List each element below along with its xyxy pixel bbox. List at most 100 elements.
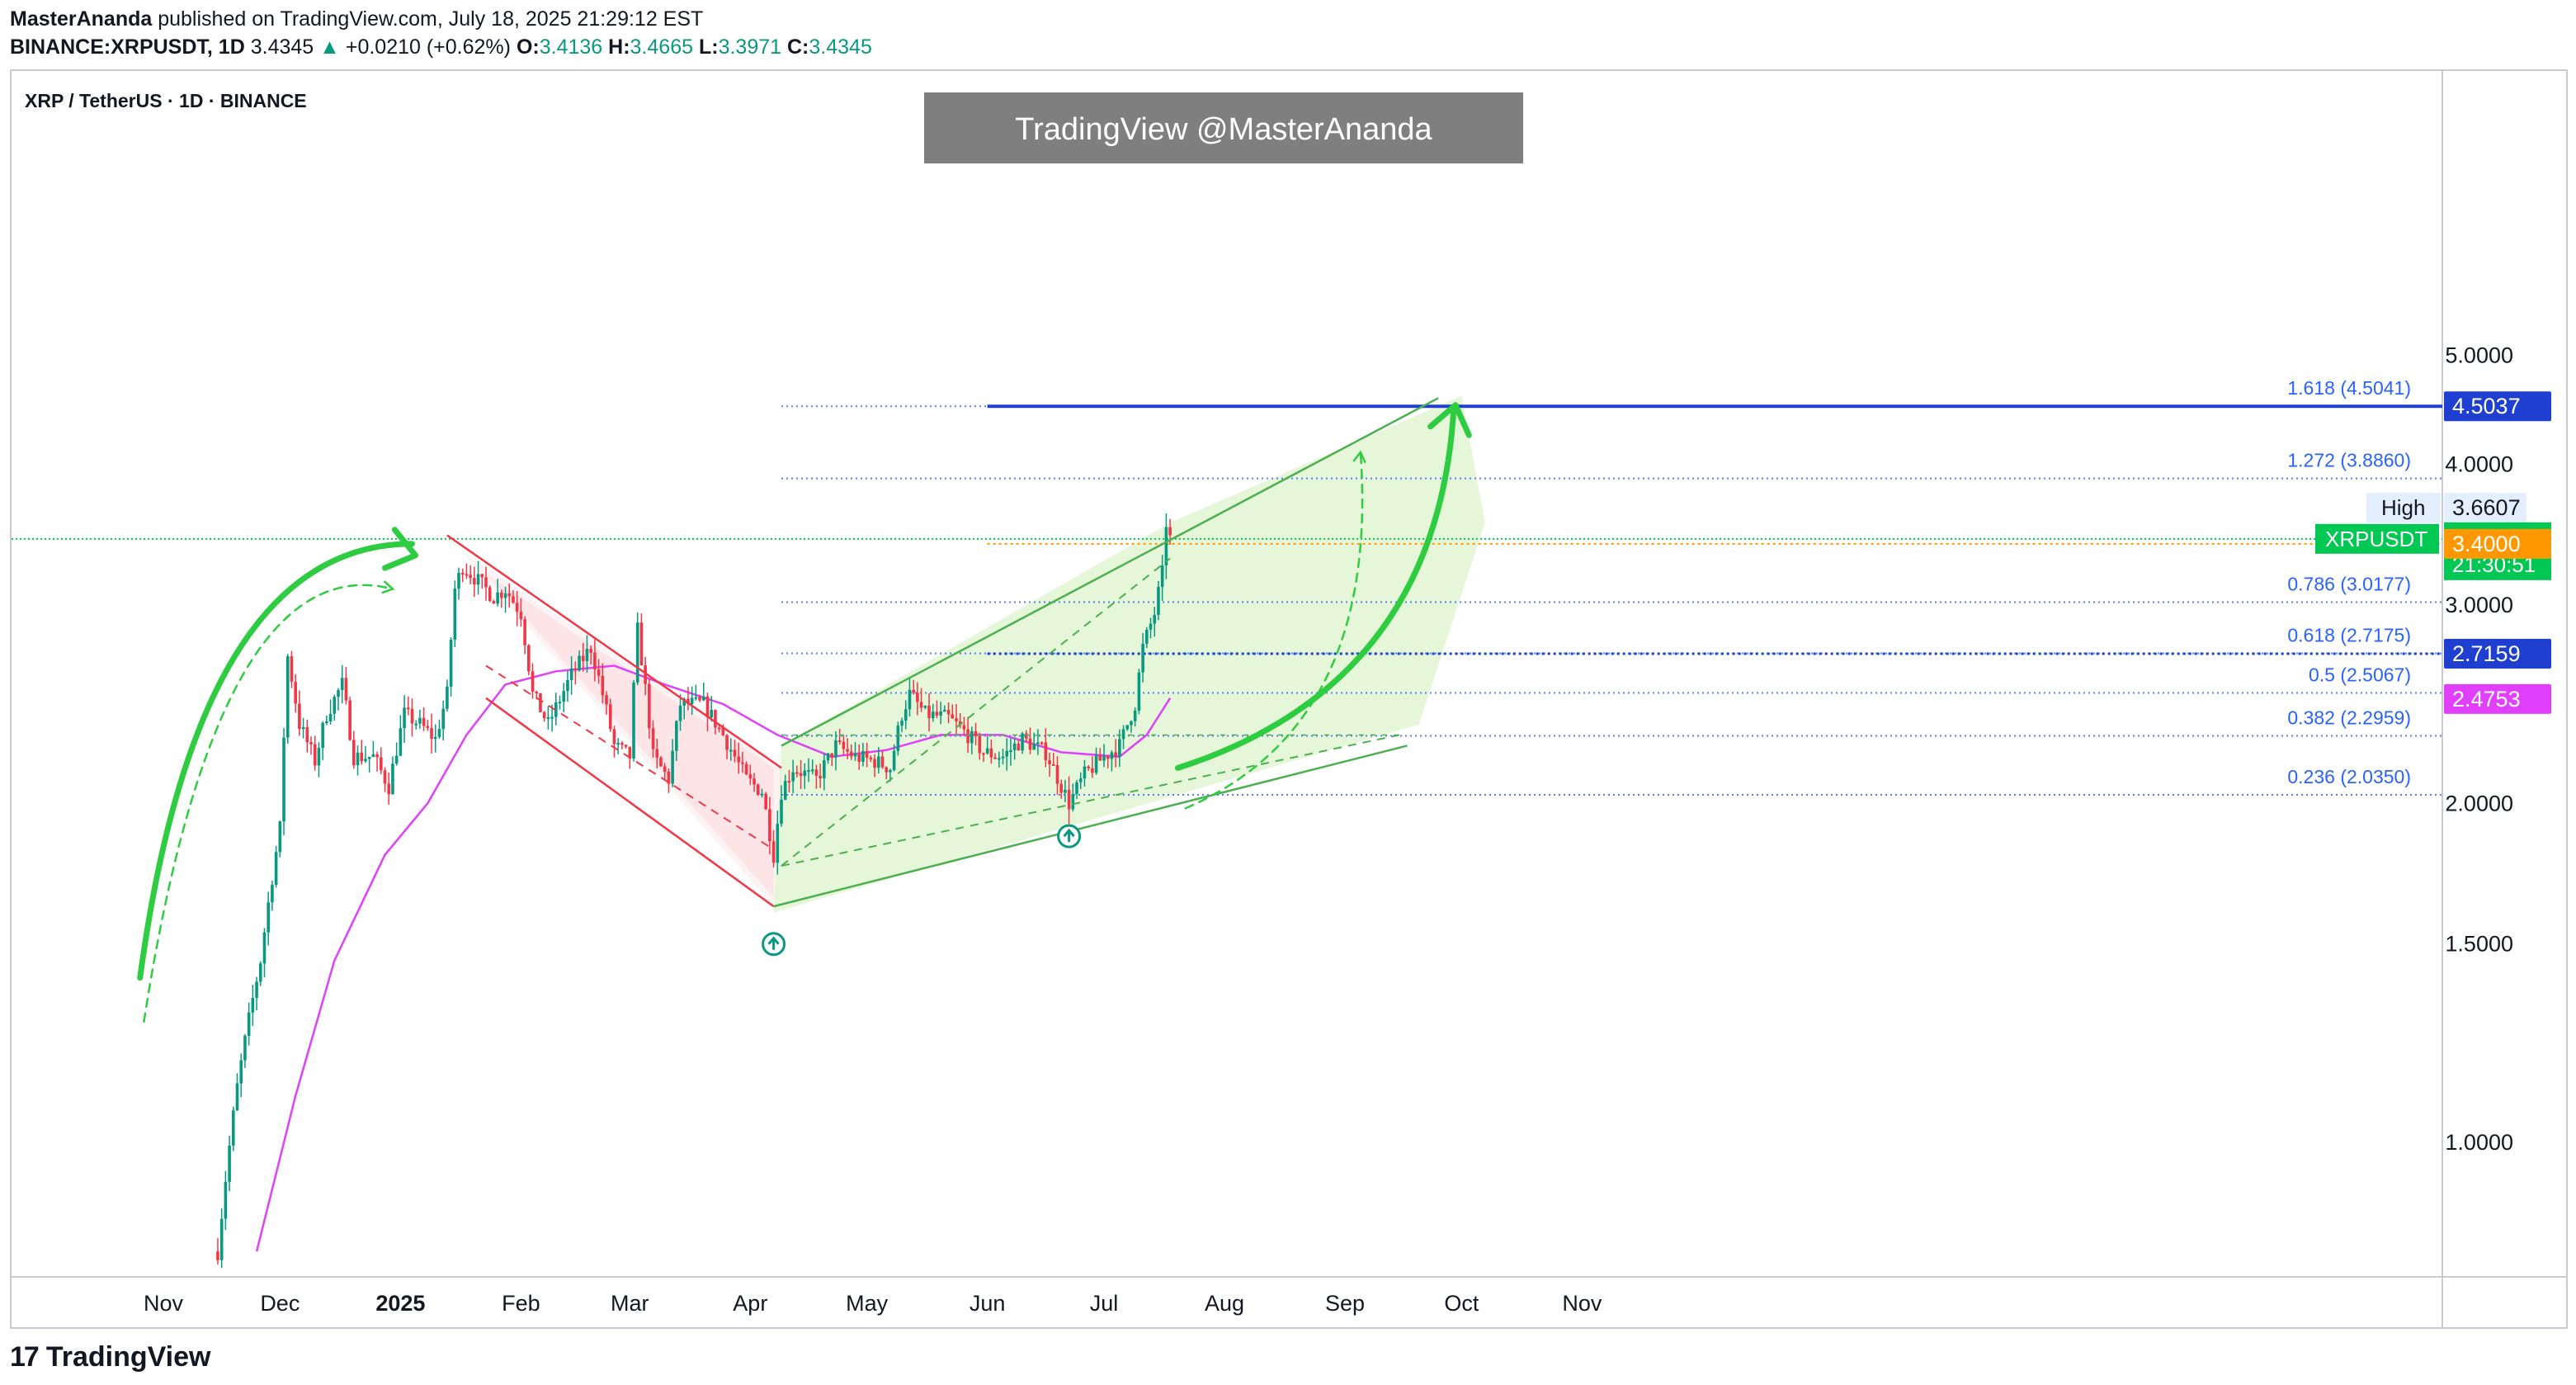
candle-body [869, 757, 873, 759]
candle-body [725, 735, 729, 750]
low-label: L: [698, 35, 719, 59]
chart-legend: XRP / TetherUS · 1D · BINANCE [25, 90, 307, 111]
price-tick-label: 1.0000 [2445, 1130, 2513, 1155]
ohlc-line: BINANCE:XRPUSDT, 1D 3.4345 ▲ +0.0210 (+0… [10, 35, 872, 59]
candle-body [313, 744, 317, 766]
price-tick-label: 2.0000 [2445, 791, 2513, 815]
high-tag-bg [2366, 493, 2441, 523]
candle-body [624, 744, 628, 747]
candle-body [1064, 789, 1067, 793]
candle-body [737, 756, 740, 763]
candle-body [1141, 644, 1144, 673]
candle-body [1083, 766, 1087, 779]
candle-body [850, 751, 853, 757]
candle-body [974, 730, 978, 736]
candle-body [837, 740, 842, 743]
candle-body [328, 713, 333, 722]
high-value: 3.6607 [2452, 495, 2521, 520]
candle-body [608, 704, 612, 730]
candle-body [391, 763, 394, 795]
candle-body [585, 649, 589, 661]
candle-body [885, 767, 888, 773]
price-tick-label: 3.0000 [2445, 593, 2513, 617]
candle-body [492, 601, 496, 604]
fib-label: 1.272 (3.8860) [2287, 450, 2411, 471]
candle-body [694, 697, 698, 699]
candle-body [239, 1060, 243, 1084]
candle-body [446, 686, 449, 709]
fib-label: 1.618 (4.5041) [2287, 377, 2411, 399]
candle-body [705, 696, 710, 718]
candle-body [1133, 710, 1137, 721]
candle-body [356, 752, 360, 766]
price-chart[interactable]: 1.618 (4.5041) 1.272 (3.8860) 0.786 (3.017… [12, 71, 2566, 1327]
candle-body [966, 729, 970, 744]
level-tag-support-bg [2444, 638, 2551, 669]
level-tag-orange: 3.4000 [2452, 532, 2521, 556]
author-name[interactable]: MasterAnanda [10, 7, 153, 31]
candle-body [527, 645, 531, 672]
candle-body [803, 770, 807, 777]
candle-body [698, 697, 701, 701]
candle-body [943, 710, 946, 712]
candle-body [1102, 755, 1106, 761]
price-tick-label: 1.5000 [2445, 932, 2513, 957]
candle-body [500, 592, 503, 598]
candle-body [1153, 614, 1157, 624]
candle-body [989, 748, 993, 758]
candle-body [1125, 725, 1130, 730]
candle-body [632, 682, 635, 759]
fib-label: 0.236 (2.0350) [2287, 766, 2411, 787]
candle-body [507, 593, 512, 597]
candle-body [644, 665, 647, 684]
candle-body [282, 737, 285, 822]
candle-body [473, 578, 476, 585]
candle-body [503, 593, 507, 598]
candle-body [768, 809, 771, 842]
time-tick-label: May [846, 1291, 889, 1316]
candle-body [678, 705, 682, 721]
level-tag-support: 2.7159 [2452, 641, 2521, 666]
candle-body [853, 753, 857, 757]
candle-body [512, 596, 515, 603]
candle-body [1005, 750, 1009, 757]
candle-body [1091, 768, 1094, 773]
candle-body [1087, 766, 1090, 768]
candle-body [243, 1035, 247, 1061]
candle-body [741, 762, 744, 764]
candle-body [753, 778, 756, 785]
candle-body [251, 997, 255, 1013]
candle-body [686, 698, 690, 704]
candle-body [581, 655, 585, 661]
candle-body [714, 710, 717, 728]
rally-arrow-left [137, 541, 415, 981]
candle-body [418, 717, 422, 724]
candle-body [488, 587, 492, 602]
candle-body [842, 741, 846, 749]
candle-body [321, 722, 324, 749]
candle-body [278, 821, 282, 853]
close-label: C: [787, 35, 809, 59]
candle-body [469, 574, 472, 579]
candle-body [255, 981, 258, 998]
candle-body [900, 721, 903, 726]
tradingview-logo[interactable]: 17 TradingView [10, 1340, 210, 1373]
candle-body [476, 574, 480, 585]
candle-body [892, 750, 896, 770]
candle-body [675, 721, 678, 751]
candle-body [573, 668, 578, 671]
candle-body [1137, 672, 1141, 711]
publish-line: MasterAnanda published on TradingView.co… [10, 7, 703, 31]
candle-body [1001, 756, 1005, 759]
candle-body [865, 750, 869, 758]
plot-area[interactable] [12, 71, 2442, 1277]
candle-body [1145, 629, 1149, 645]
candle-body [616, 743, 620, 745]
close-value: 3.4345 [809, 35, 872, 59]
candle-body [433, 736, 437, 740]
candle-body [317, 748, 321, 766]
candle-body [1106, 755, 1110, 759]
level-tag-target-bg [2444, 391, 2551, 422]
candle-body [380, 757, 383, 771]
candle-body [780, 799, 783, 824]
